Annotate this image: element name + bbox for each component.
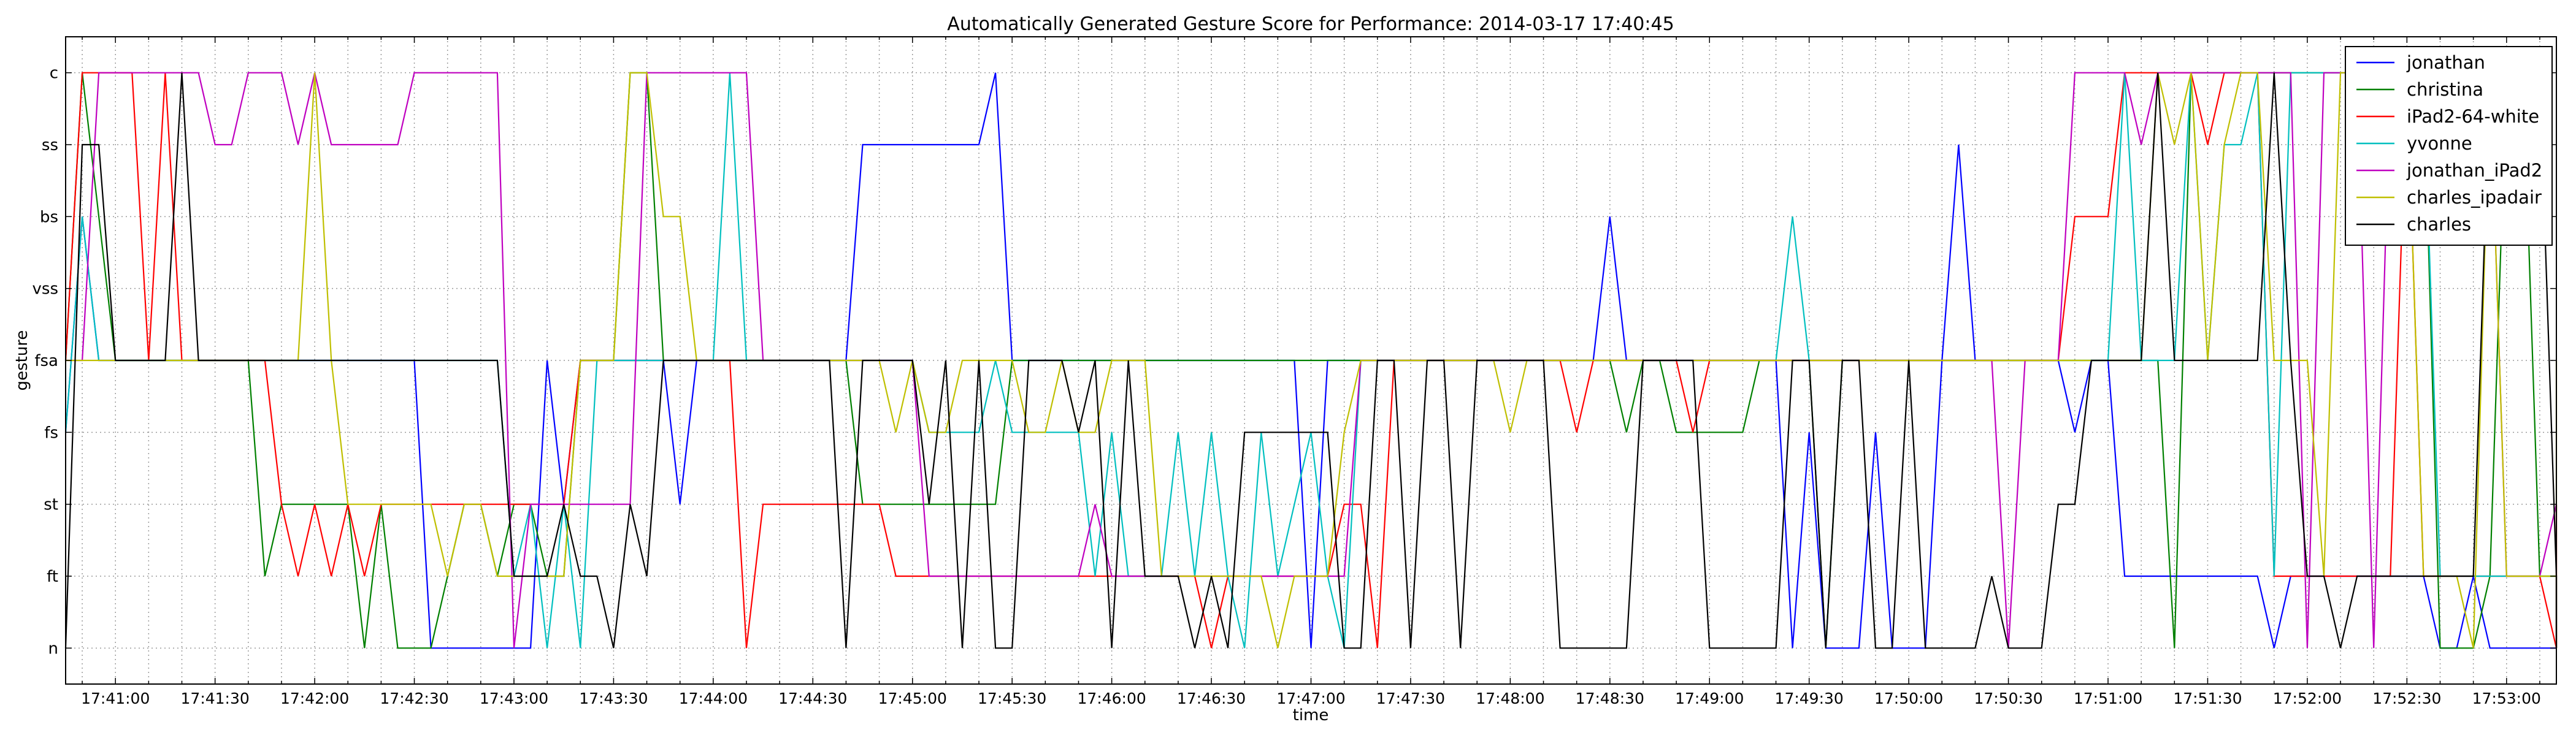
- x-tick-label: 17:45:30: [978, 690, 1046, 707]
- x-tick-label: 17:53:00: [2472, 690, 2541, 707]
- y-tick-label: st: [44, 496, 58, 514]
- y-tick-label: n: [48, 639, 58, 658]
- y-tick-label: ft: [47, 568, 58, 586]
- x-tick-label: 17:51:30: [2173, 690, 2242, 707]
- x-tick-label: 17:44:00: [679, 690, 748, 707]
- x-tick-label: 17:50:30: [1974, 690, 2042, 707]
- x-tick-label: 17:48:00: [1476, 690, 1544, 707]
- legend-box: [2345, 46, 2553, 246]
- x-tick-label: 17:42:30: [380, 690, 448, 707]
- x-tick-label: 17:51:00: [2074, 690, 2142, 707]
- series-line-charles-ipadair: [66, 72, 2558, 649]
- legend-label: jonathan_iPad2: [2406, 160, 2542, 181]
- y-tick-label: bs: [40, 208, 58, 226]
- legend: jonathan christina iPad2-64-white yvonne jon…: [2345, 46, 2553, 246]
- x-axis-label: time: [1293, 706, 1329, 725]
- x-tick-label: 17:48:30: [1576, 690, 1644, 707]
- legend-label: charles_ipadair: [2407, 187, 2542, 208]
- series-line-charles: [64, 72, 2558, 649]
- series-line-jonathan: [64, 72, 2556, 649]
- x-tick-label: 17:43:30: [579, 690, 648, 707]
- x-tick-label: 17:52:30: [2372, 690, 2441, 707]
- legend-label: iPad2-64-white: [2407, 106, 2539, 127]
- x-tick-label: 17:43:00: [480, 690, 548, 707]
- x-tick-label: 17:50:00: [1874, 690, 1943, 707]
- x-tick-label: 17:46:00: [1077, 690, 1146, 707]
- x-tick-label: 17:45:00: [878, 690, 947, 707]
- x-tick-label: 17:41:00: [81, 690, 150, 707]
- x-tick-label: 17:44:30: [778, 690, 847, 707]
- y-tick-label: ss: [42, 136, 58, 154]
- x-tick-label: 17:47:00: [1276, 690, 1345, 707]
- legend-label: jonathan: [2406, 52, 2485, 73]
- x-tick-label: 17:47:30: [1376, 690, 1445, 707]
- y-tick-label: c: [50, 64, 58, 83]
- chart-title: Automatically Generated Gesture Score fo…: [947, 13, 1674, 35]
- y-tick-label: fs: [44, 424, 58, 442]
- legend-label: yvonne: [2407, 133, 2472, 154]
- x-tick-label: 17:46:30: [1177, 690, 1246, 707]
- x-tick-label: 17:52:00: [2273, 690, 2342, 707]
- series-lines: [64, 72, 2558, 649]
- x-tick-label: 17:42:00: [280, 690, 349, 707]
- y-tick-label: vss: [33, 280, 58, 299]
- legend-label: charles: [2407, 214, 2471, 235]
- y-tick-label: fsa: [34, 352, 58, 370]
- x-tick-label: 17:49:30: [1775, 690, 1844, 707]
- y-axis-label: gesture: [13, 330, 31, 391]
- plot-frame: [65, 36, 2557, 685]
- legend-label: christina: [2407, 79, 2483, 100]
- x-tick-label: 17:41:30: [181, 690, 250, 707]
- axes: n ft st fs fsa vss bs ss c 17:41:00 17:41:30 17:42:…: [33, 36, 2557, 707]
- x-tick-label: 17:49:00: [1675, 690, 1744, 707]
